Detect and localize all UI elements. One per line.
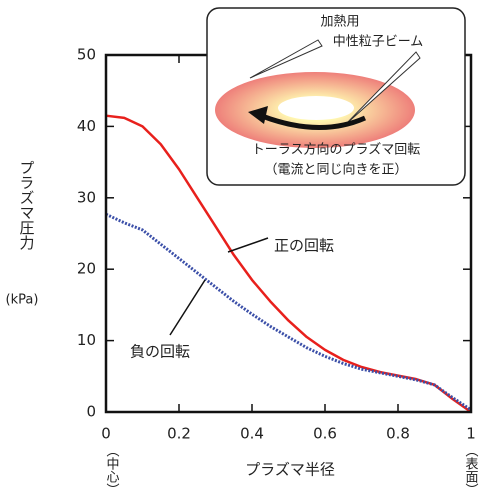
x-tick-label: 0 — [101, 425, 111, 443]
x-end-note: （表面） — [463, 444, 479, 496]
x-tick-label: 0.8 — [386, 425, 410, 443]
y-axis-label: プラズマ圧力 — [18, 160, 36, 251]
leader — [170, 280, 205, 335]
x-axis-label: プラズマ半径 — [245, 461, 335, 479]
series-label: 負の回転 — [130, 343, 190, 361]
x-tick-label: 1 — [466, 425, 476, 443]
y-tick-label: 50 — [77, 46, 96, 64]
y-tick-label: 0 — [86, 403, 96, 421]
y-tick-label: 30 — [77, 188, 96, 206]
inset-text: （電流と同じ向きを正） — [264, 162, 407, 178]
inset-text: 中性粒子ビーム — [333, 35, 424, 50]
x-tick-label: 0.6 — [313, 425, 337, 443]
x-tick-label: 0.2 — [167, 425, 191, 443]
y-tick-label: 20 — [77, 260, 96, 278]
chart: プラズマ圧力 (kPa) プラズマ半径 （中心） （表面） 0102030405… — [0, 0, 483, 496]
y-tick-label: 40 — [77, 117, 96, 135]
x-tick-label: 0.4 — [240, 425, 264, 443]
y-tick-label: 10 — [77, 331, 96, 349]
inset-text: トーラス方向のプラズマ回転 — [252, 142, 420, 158]
series-label: 正の回転 — [274, 237, 334, 255]
inset: 加熱用 中性粒子ビーム トーラス方向のプラズマ回転 （電流と同じ向きを正） — [207, 8, 465, 185]
leader — [228, 238, 268, 252]
y-axis-unit: (kPa) — [6, 293, 39, 308]
x-start-note: （中心） — [104, 444, 120, 496]
inset-text: 加熱用 — [320, 15, 359, 30]
